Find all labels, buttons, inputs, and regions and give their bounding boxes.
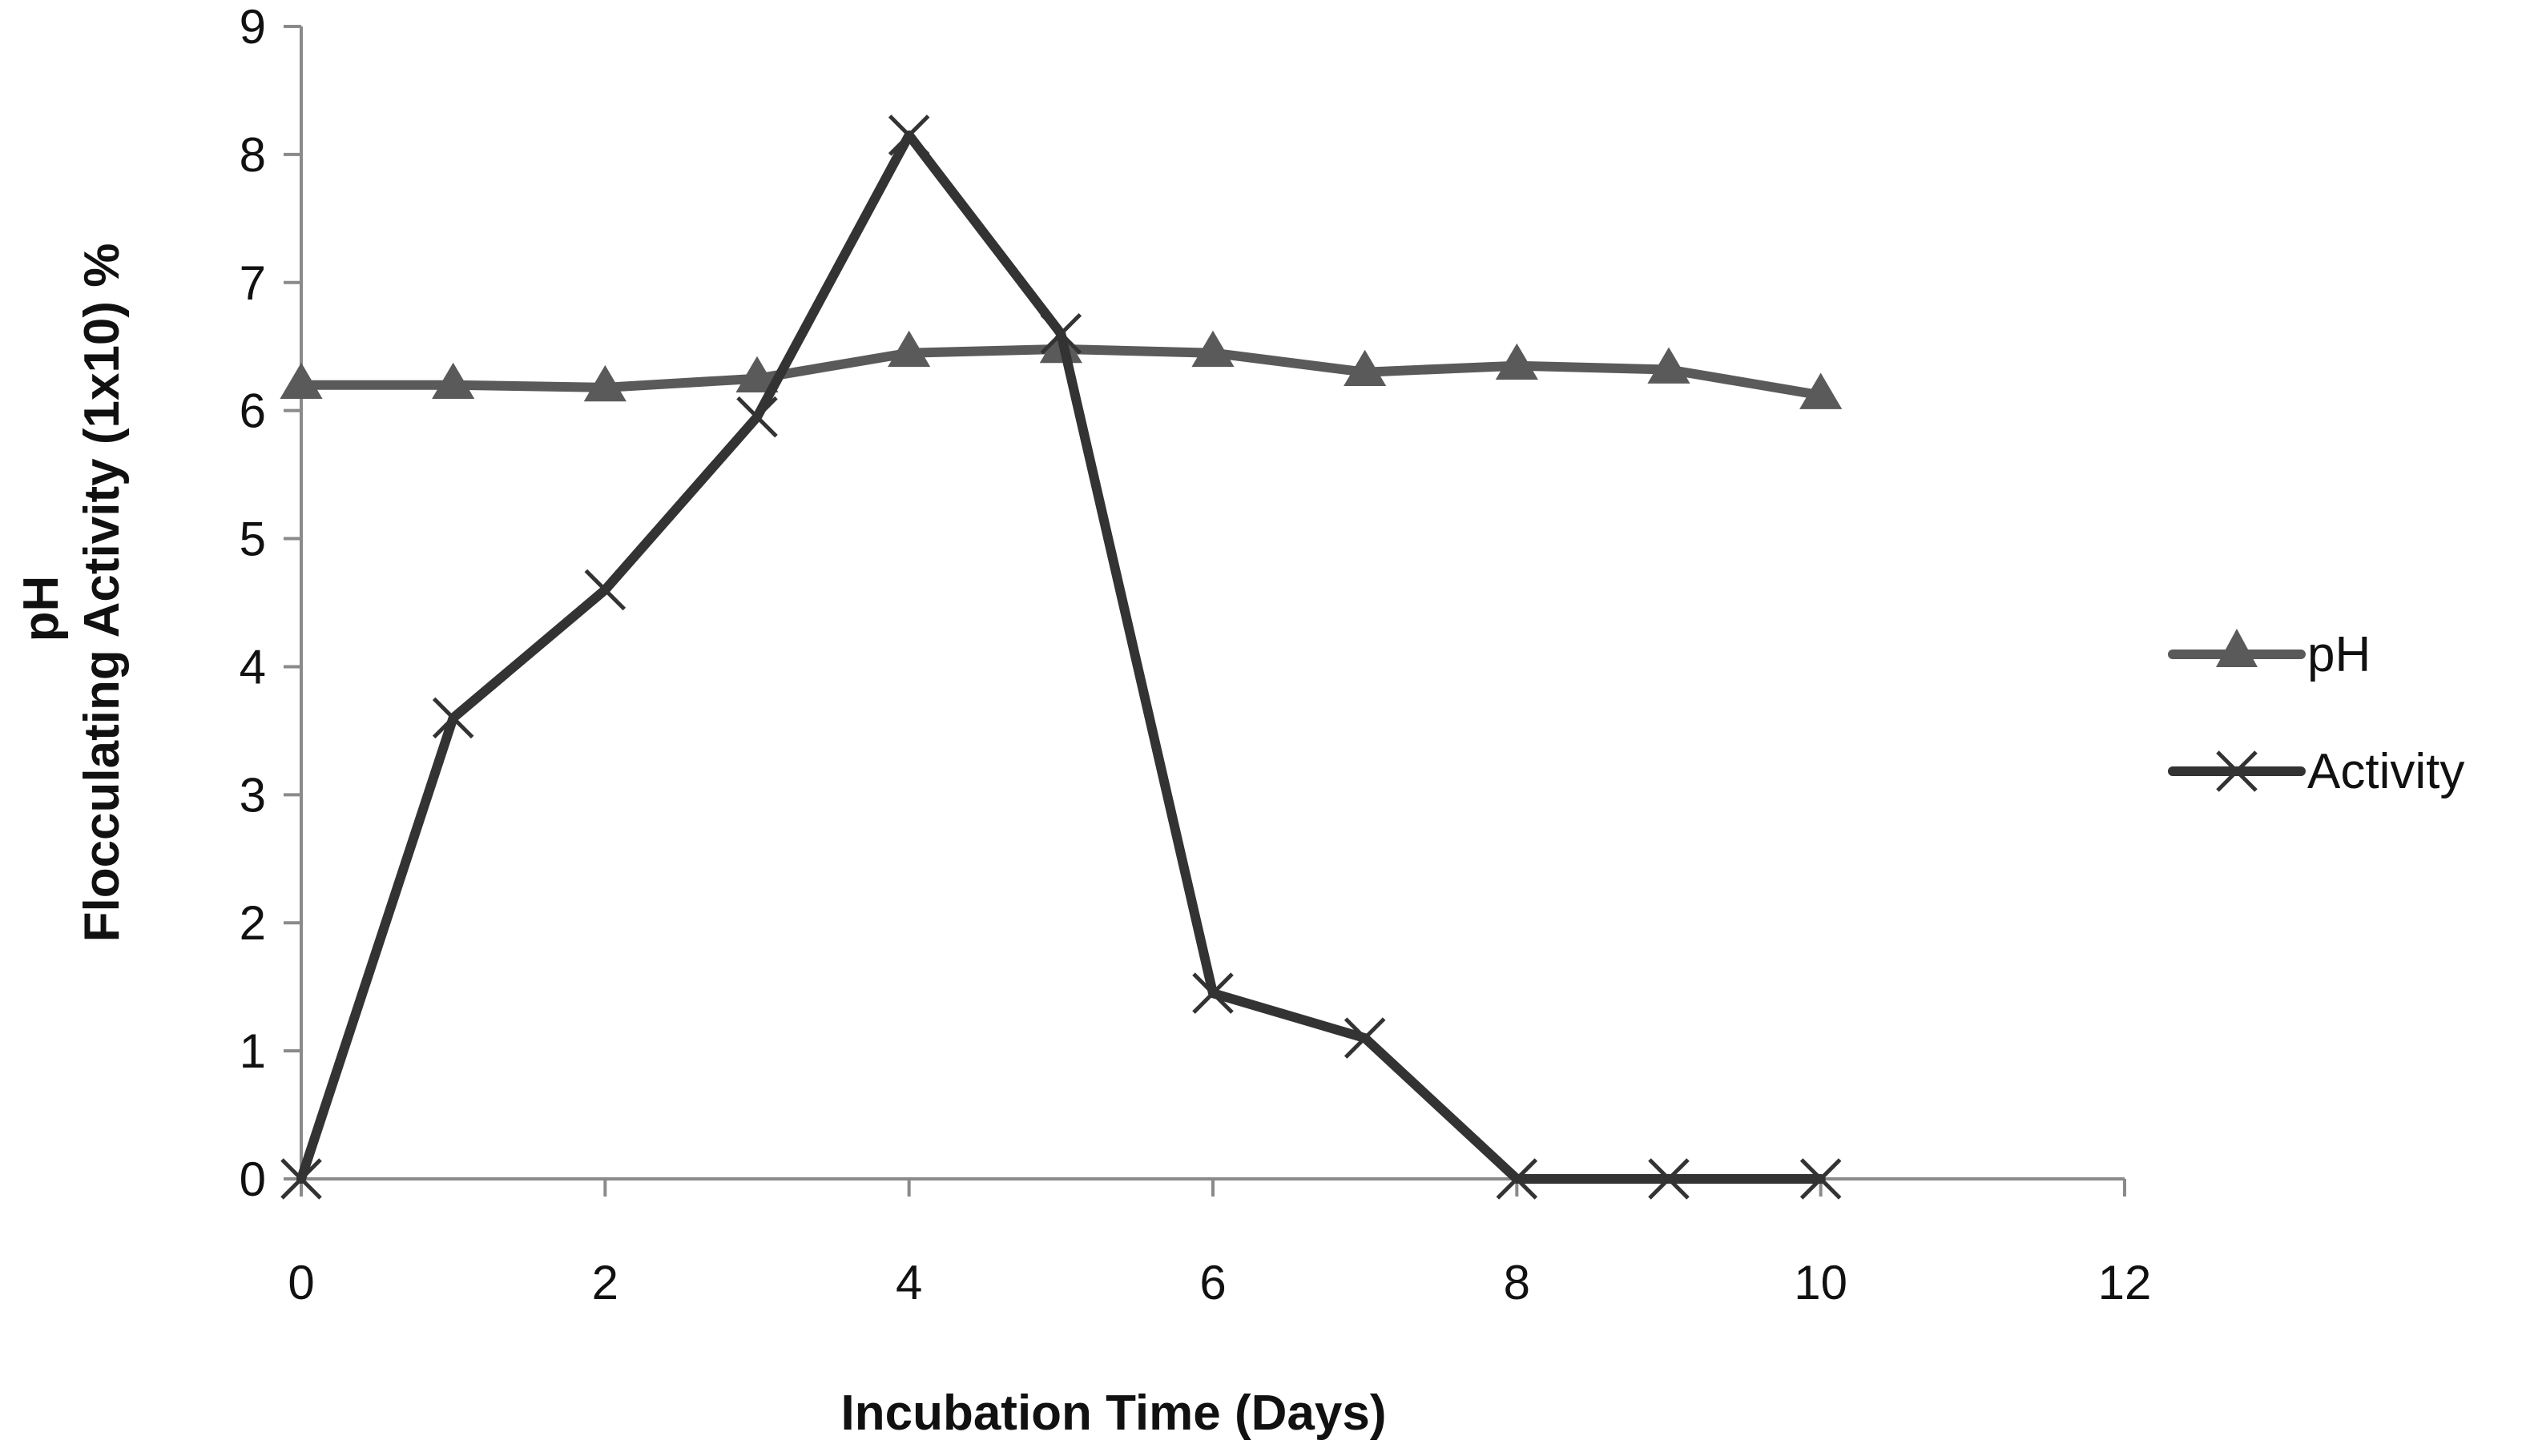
y-tick-label: 2 [240,896,266,950]
data-point-ph [1344,349,1387,387]
series-activity [280,115,1842,1200]
data-point-activity [736,396,778,438]
legend-label-activity: Activity [2307,744,2464,799]
data-point-activity [1496,1158,1538,1200]
data-point-ph [432,362,475,400]
y-axis-title-line-2: Flocculating Activity (1x10) % [75,243,130,943]
data-point-ph [1495,343,1538,380]
y-tick-label: 9 [240,0,266,54]
data-point-activity [1192,972,1234,1014]
data-point-activity [1648,1158,1690,1200]
y-tick-label: 5 [240,513,266,566]
data-point-activity [584,569,626,611]
data-point-activity [888,115,930,156]
series-layer [280,115,1843,1200]
legend: pH Activity [2168,627,2464,799]
data-point-activity [280,1158,322,1200]
legend-item-ph: pH [2168,627,2371,682]
x-axis-title: Incubation Time (Days) [841,1386,1387,1441]
x-tick-label: 12 [2098,1256,2152,1309]
y-axis-title-line-1: pH [14,576,69,642]
legend-marker-ph [2216,629,2258,667]
y-tick-label: 7 [240,256,266,310]
x-tick-label: 8 [1504,1256,1530,1309]
data-point-activity [1040,312,1082,355]
legend-item-activity: Activity [2168,744,2464,799]
x-tick-label: 6 [1199,1256,1226,1309]
data-point-ph [735,356,779,393]
data-point-ph [583,364,626,402]
data-point-activity [1799,1158,1842,1200]
legend-label-ph: pH [2307,627,2371,682]
x-tick-label: 2 [592,1256,618,1309]
x-tick-label: 4 [896,1256,922,1309]
data-point-activity [1344,1017,1386,1059]
y-tick-label: 8 [240,128,266,182]
data-point-ph [280,362,323,400]
y-tick-label: 1 [240,1024,266,1078]
x-tick-label: 10 [1794,1256,1847,1309]
data-point-ph [1647,347,1690,384]
legend-marker-activity [2216,750,2258,792]
data-point-ph [1799,372,1843,409]
y-axis-ticks: 0 1 2 3 4 5 6 7 8 9 [240,0,301,1206]
series-line-activity [296,130,1826,1184]
y-tick-label: 6 [240,384,266,438]
x-tick-label: 0 [288,1256,314,1309]
y-tick-label: 3 [240,768,266,822]
data-point-ph [888,330,931,368]
y-axis-title: pH Flocculating Activity (1x10) % [14,243,130,943]
data-point-activity [432,697,474,739]
y-tick-label: 4 [240,640,266,694]
x-axis-ticks: 0 2 4 6 8 10 12 [288,1179,2151,1309]
y-tick-label: 0 [240,1152,266,1206]
data-point-ph [1191,330,1235,368]
